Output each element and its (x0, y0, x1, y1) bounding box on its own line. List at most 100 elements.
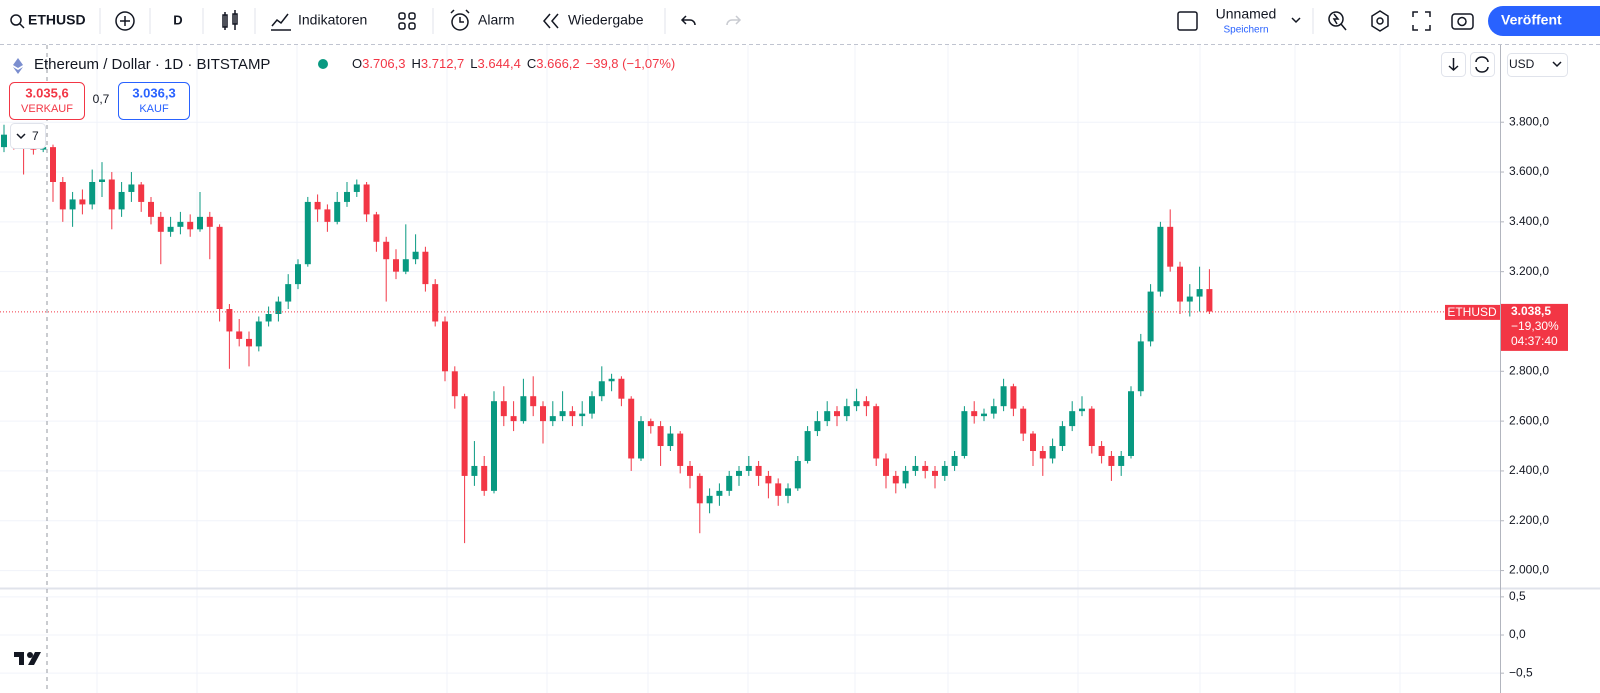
search-icon[interactable] (10, 14, 22, 26)
layout-icon[interactable] (1177, 11, 1198, 31)
scroll-icon (1448, 58, 1459, 72)
y-tick-label: 3.200,0 (1509, 264, 1549, 278)
candle-body (932, 470, 938, 476)
candle-body (667, 433, 674, 447)
collapse-chevron (16, 133, 26, 140)
y-tick-label: 2.400,0 (1509, 463, 1549, 477)
candle-body (481, 465, 488, 491)
candle-body (1030, 433, 1036, 452)
tv-logo (14, 652, 41, 665)
snapshot[interactable] (1451, 13, 1474, 30)
candle-body (755, 465, 762, 476)
candle-body (353, 184, 360, 192)
publish-button[interactable] (1488, 6, 1600, 36)
candle-body (216, 226, 223, 310)
currency-button[interactable] (1507, 53, 1568, 77)
candle-body (706, 495, 713, 504)
layout-menu[interactable] (1291, 17, 1301, 24)
interval[interactable]: D (173, 12, 182, 27)
save[interactable]: Speichern (1223, 25, 1268, 36)
templates-icon[interactable] (398, 12, 416, 30)
y-tick-label: 0,0 (1509, 627, 1526, 641)
candle-body (432, 284, 439, 322)
buy-label: KAUF (139, 103, 169, 115)
candle-body (1098, 446, 1105, 456)
indicators[interactable]: Indikatoren (298, 12, 367, 28)
candle-body (491, 401, 497, 491)
toolbar: ETHUSD D Indikatoren Alarm Wiedergabe Un… (0, 6, 1600, 45)
candle-body (177, 221, 184, 227)
add-symbol[interactable] (115, 11, 135, 31)
collapse-button[interactable] (10, 123, 46, 149)
candle-body (530, 396, 537, 407)
snapshot-lens (1457, 16, 1467, 27)
ohlc-label: C (527, 56, 536, 71)
candle-body (657, 426, 664, 447)
undo[interactable] (680, 15, 696, 26)
candle-body (344, 191, 350, 202)
candle-body (128, 184, 135, 192)
candle-body (157, 216, 164, 232)
candle-body (118, 191, 125, 210)
candle-body (804, 431, 811, 461)
candle-body (1069, 411, 1076, 427)
candle-body (726, 475, 733, 491)
ohlc-value: 3.666,2 (536, 56, 579, 71)
candle-body (383, 241, 390, 260)
candle-body (255, 321, 262, 347)
candle-body (549, 416, 556, 422)
candle-body (951, 455, 958, 466)
candle-body (108, 179, 115, 210)
layout-name[interactable]: Unnamed (1216, 6, 1277, 22)
candle-body (520, 396, 527, 422)
candle-body (873, 406, 880, 459)
alert-icon (451, 13, 469, 31)
candle-body (794, 460, 801, 489)
candle-body (569, 411, 576, 417)
candle-body (687, 465, 693, 476)
candle-body (295, 264, 301, 285)
fullscreen[interactable] (1412, 11, 1431, 31)
candle-body (834, 411, 840, 417)
ohlc: O3.706,3 H3.712,7 L3.644,4 C3.666,2 −39,8 (−… (352, 56, 675, 71)
candle-body (647, 421, 654, 427)
alert[interactable]: Alarm (478, 12, 515, 28)
candle-body (775, 483, 782, 496)
candle-body (1128, 391, 1134, 456)
trade-buttons: 3.035,6 VERKAUF 0,7 3.036,3 KAUF 7 (9, 82, 190, 149)
collapse-count: 7 (32, 129, 39, 143)
redo[interactable] (726, 15, 742, 26)
candle-body (853, 401, 860, 407)
candle-body (961, 411, 968, 456)
chart-type[interactable] (222, 10, 238, 30)
candle-body (187, 221, 194, 230)
symbol[interactable]: ETHUSD (28, 12, 86, 28)
y-tick-label: 2.000,0 (1509, 563, 1549, 577)
quick-search[interactable] (1328, 11, 1344, 27)
alert-icon-hands (450, 9, 470, 23)
candle-body (696, 475, 703, 504)
publish[interactable]: Veröffent (1501, 12, 1562, 28)
last-price-countdown: 04:37:40 (1511, 334, 1558, 348)
candle-body (863, 401, 870, 407)
coin-icon (13, 58, 23, 74)
candle-body (579, 413, 586, 417)
market-status[interactable] (318, 59, 328, 69)
replay[interactable]: Wiedergabe (568, 12, 644, 28)
candle-body (902, 470, 909, 484)
candle-body (1, 134, 7, 148)
candle-body (628, 398, 635, 459)
reset-button[interactable] (1470, 52, 1495, 77)
sell-label: VERKAUF (21, 103, 73, 115)
y-tick-label: −0,5 (1509, 665, 1533, 679)
candle-body (265, 314, 272, 322)
search-icon-handle (19, 23, 25, 29)
logo-part (14, 652, 24, 665)
buy-button[interactable] (118, 82, 190, 120)
settings[interactable] (1371, 10, 1389, 32)
sell-button[interactable] (9, 82, 85, 120)
candle-body (1177, 266, 1183, 302)
sell-price: 3.035,6 (25, 85, 68, 100)
